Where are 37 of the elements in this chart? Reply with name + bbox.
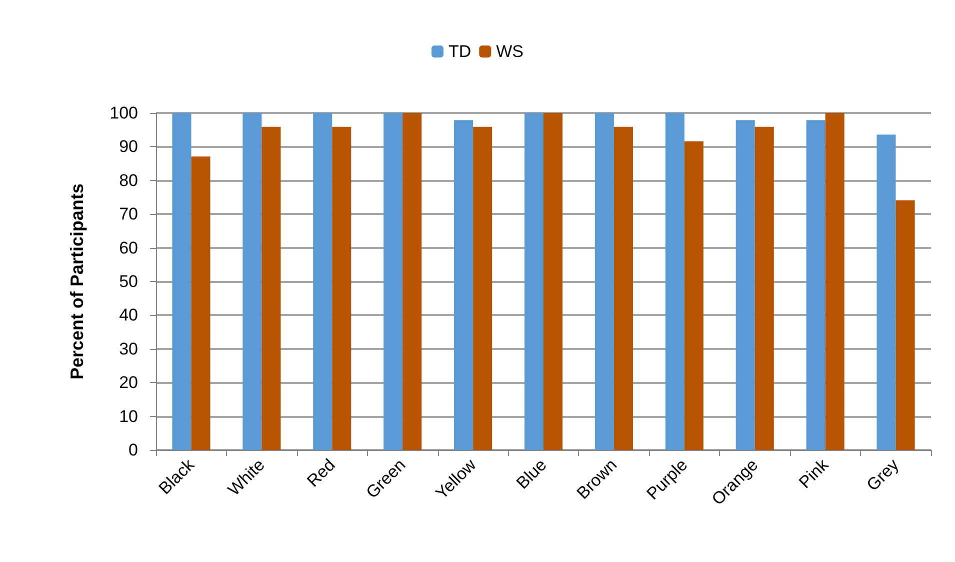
bar bbox=[754, 126, 774, 450]
bar bbox=[454, 120, 474, 450]
y-axis-title: Percent of Participants bbox=[67, 183, 87, 380]
bar bbox=[684, 141, 704, 450]
bar bbox=[896, 200, 915, 450]
bar bbox=[402, 113, 422, 450]
bar bbox=[191, 156, 210, 450]
bar bbox=[806, 120, 826, 450]
y-tick-label: 30 bbox=[119, 339, 138, 358]
y-tick-label: 90 bbox=[119, 137, 138, 156]
bar bbox=[473, 126, 492, 450]
x-tick-label: Blue bbox=[512, 455, 550, 493]
legend-label: TD bbox=[448, 42, 472, 61]
y-tick-label: 100 bbox=[110, 104, 138, 122]
y-tick-label: 40 bbox=[119, 306, 138, 325]
bar bbox=[825, 113, 844, 450]
bar bbox=[665, 113, 684, 450]
bar bbox=[594, 113, 614, 450]
bar bbox=[544, 113, 563, 450]
bar bbox=[876, 134, 896, 450]
bar bbox=[384, 113, 403, 450]
y-tick-label: 50 bbox=[119, 272, 138, 291]
bar bbox=[242, 113, 262, 450]
bar bbox=[262, 126, 281, 450]
y-tick-label: 10 bbox=[119, 406, 138, 426]
y-tick-label: 20 bbox=[119, 373, 138, 392]
y-tick-label: 0 bbox=[128, 440, 138, 460]
bar bbox=[313, 113, 332, 450]
bar bbox=[332, 126, 352, 450]
bar bbox=[614, 126, 633, 450]
y-tick-label: 60 bbox=[119, 238, 138, 258]
legend-label: WS bbox=[496, 42, 524, 61]
bar bbox=[172, 113, 192, 450]
y-tick-label: 70 bbox=[119, 204, 138, 224]
bar bbox=[524, 113, 544, 450]
y-tick-label: 80 bbox=[119, 170, 138, 190]
bar bbox=[736, 120, 755, 450]
